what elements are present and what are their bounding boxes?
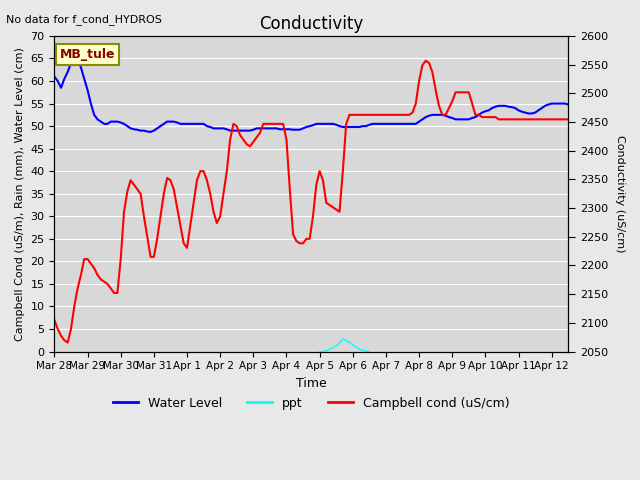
X-axis label: Time: Time [296,377,326,390]
Text: MB_tule: MB_tule [60,48,115,61]
Y-axis label: Campbell Cond (uS/m), Rain (mm), Water Level (cm): Campbell Cond (uS/m), Rain (mm), Water L… [15,47,25,341]
Legend: Water Level, ppt, Campbell cond (uS/cm): Water Level, ppt, Campbell cond (uS/cm) [108,392,515,415]
Title: Conductivity: Conductivity [259,15,364,33]
Y-axis label: Conductivity (uS/cm): Conductivity (uS/cm) [615,135,625,252]
Text: No data for f_cond_HYDROS: No data for f_cond_HYDROS [6,14,163,25]
